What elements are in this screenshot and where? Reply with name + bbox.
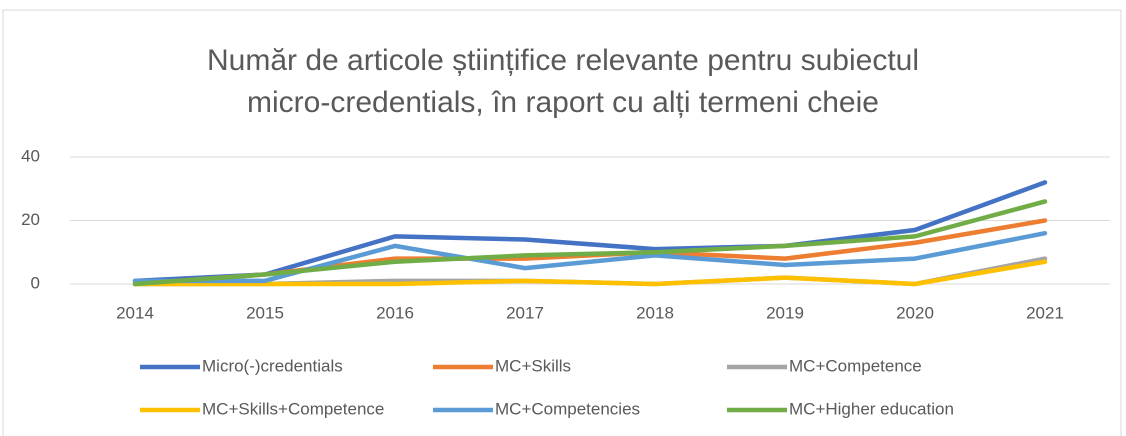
legend-label: MC+Higher education [789,399,954,418]
y-tick-label: 20 [21,210,40,229]
x-tick-label: 2014 [116,303,154,322]
legend-label: MC+Competencies [495,399,640,418]
y-tick-label: 40 [21,146,40,165]
x-tick-label: 2021 [1026,303,1064,322]
chart-border [2,9,1122,436]
legend-label: Micro(-)credentials [202,356,343,375]
x-tick-label: 2019 [766,303,804,322]
x-tick-label: 2018 [636,303,674,322]
y-tick-label: 0 [31,273,40,292]
legend-label: MC+Skills [495,356,571,375]
x-tick-label: 2017 [506,303,544,322]
series-line [132,199,1048,287]
series-line [132,259,1048,287]
x-tick-label: 2015 [246,303,284,322]
legend-label: MC+Skills+Competence [202,399,384,418]
series-line [132,180,1048,284]
x-tick-label: 2016 [376,303,414,322]
series-line [132,230,1048,284]
legend-label: MC+Competence [789,356,922,375]
chart-title: Număr de articole științifice relevante … [206,44,920,119]
x-tick-label: 2020 [896,303,934,322]
